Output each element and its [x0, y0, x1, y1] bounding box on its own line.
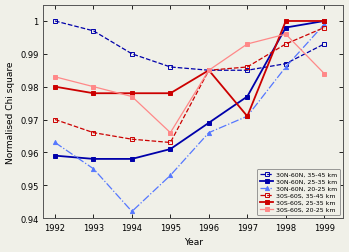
30S-60S, 35-45 km: [284, 43, 288, 46]
Line: 30S-60S, 25-35 km: 30S-60S, 25-35 km: [53, 20, 326, 118]
Line: 30N-60N, 20-25 km: 30N-60N, 20-25 km: [53, 23, 326, 214]
30N-60N, 35-45 km: [168, 66, 172, 69]
30N-60N, 20-25 km: [130, 210, 134, 213]
30S-60S, 20-25 km: [284, 34, 288, 37]
30N-60N, 35-45 km: [284, 63, 288, 66]
30N-60N, 25-35 km: [53, 154, 57, 158]
30S-60S, 25-35 km: [91, 92, 96, 95]
30N-60N, 25-35 km: [245, 96, 250, 99]
30S-60S, 35-45 km: [207, 70, 211, 73]
30S-60S, 25-35 km: [322, 20, 326, 23]
30S-60S, 35-45 km: [130, 138, 134, 141]
Line: 30S-60S, 35-45 km: 30S-60S, 35-45 km: [53, 27, 326, 145]
30S-60S, 20-25 km: [322, 73, 326, 76]
30N-60N, 20-25 km: [322, 24, 326, 27]
X-axis label: Year: Year: [184, 237, 203, 246]
30S-60S, 25-35 km: [207, 70, 211, 73]
Line: 30N-60N, 25-35 km: 30N-60N, 25-35 km: [53, 20, 326, 161]
30S-60S, 35-45 km: [245, 66, 250, 69]
30S-60S, 20-25 km: [53, 76, 57, 79]
30N-60N, 25-35 km: [284, 27, 288, 30]
30S-60S, 35-45 km: [53, 118, 57, 121]
30S-60S, 20-25 km: [130, 96, 134, 99]
30N-60N, 20-25 km: [91, 168, 96, 171]
30N-60N, 20-25 km: [245, 115, 250, 118]
30S-60S, 25-35 km: [53, 86, 57, 89]
30S-60S, 25-35 km: [245, 115, 250, 118]
30S-60S, 20-25 km: [168, 132, 172, 135]
30N-60N, 25-35 km: [130, 158, 134, 161]
30S-60S, 35-45 km: [168, 141, 172, 144]
30N-60N, 35-45 km: [91, 30, 96, 33]
Legend: 30N-60N, 35-45 km, 30N-60N, 25-35 km, 30N-60N, 20-25 km, 30S-60S, 35-45 km, 30S-: 30N-60N, 35-45 km, 30N-60N, 25-35 km, 30…: [257, 169, 340, 215]
30N-60N, 25-35 km: [322, 20, 326, 23]
30N-60N, 25-35 km: [168, 148, 172, 151]
30S-60S, 25-35 km: [130, 92, 134, 95]
Y-axis label: Normalised Chi square: Normalised Chi square: [6, 61, 15, 163]
Line: 30S-60S, 20-25 km: 30S-60S, 20-25 km: [53, 33, 326, 135]
30N-60N, 35-45 km: [130, 53, 134, 56]
30S-60S, 25-35 km: [284, 20, 288, 23]
30N-60N, 35-45 km: [245, 70, 250, 73]
30S-60S, 20-25 km: [91, 86, 96, 89]
30S-60S, 35-45 km: [322, 27, 326, 30]
30N-60N, 25-35 km: [207, 122, 211, 125]
30S-60S, 20-25 km: [245, 43, 250, 46]
30N-60N, 20-25 km: [207, 132, 211, 135]
30N-60N, 20-25 km: [284, 66, 288, 69]
30N-60N, 35-45 km: [207, 70, 211, 73]
30S-60S, 35-45 km: [91, 132, 96, 135]
30N-60N, 35-45 km: [322, 43, 326, 46]
30N-60N, 25-35 km: [91, 158, 96, 161]
30S-60S, 20-25 km: [207, 70, 211, 73]
Line: 30N-60N, 35-45 km: 30N-60N, 35-45 km: [53, 20, 326, 73]
30N-60N, 20-25 km: [53, 141, 57, 144]
30N-60N, 20-25 km: [168, 174, 172, 177]
30S-60S, 25-35 km: [168, 92, 172, 95]
30N-60N, 35-45 km: [53, 20, 57, 23]
